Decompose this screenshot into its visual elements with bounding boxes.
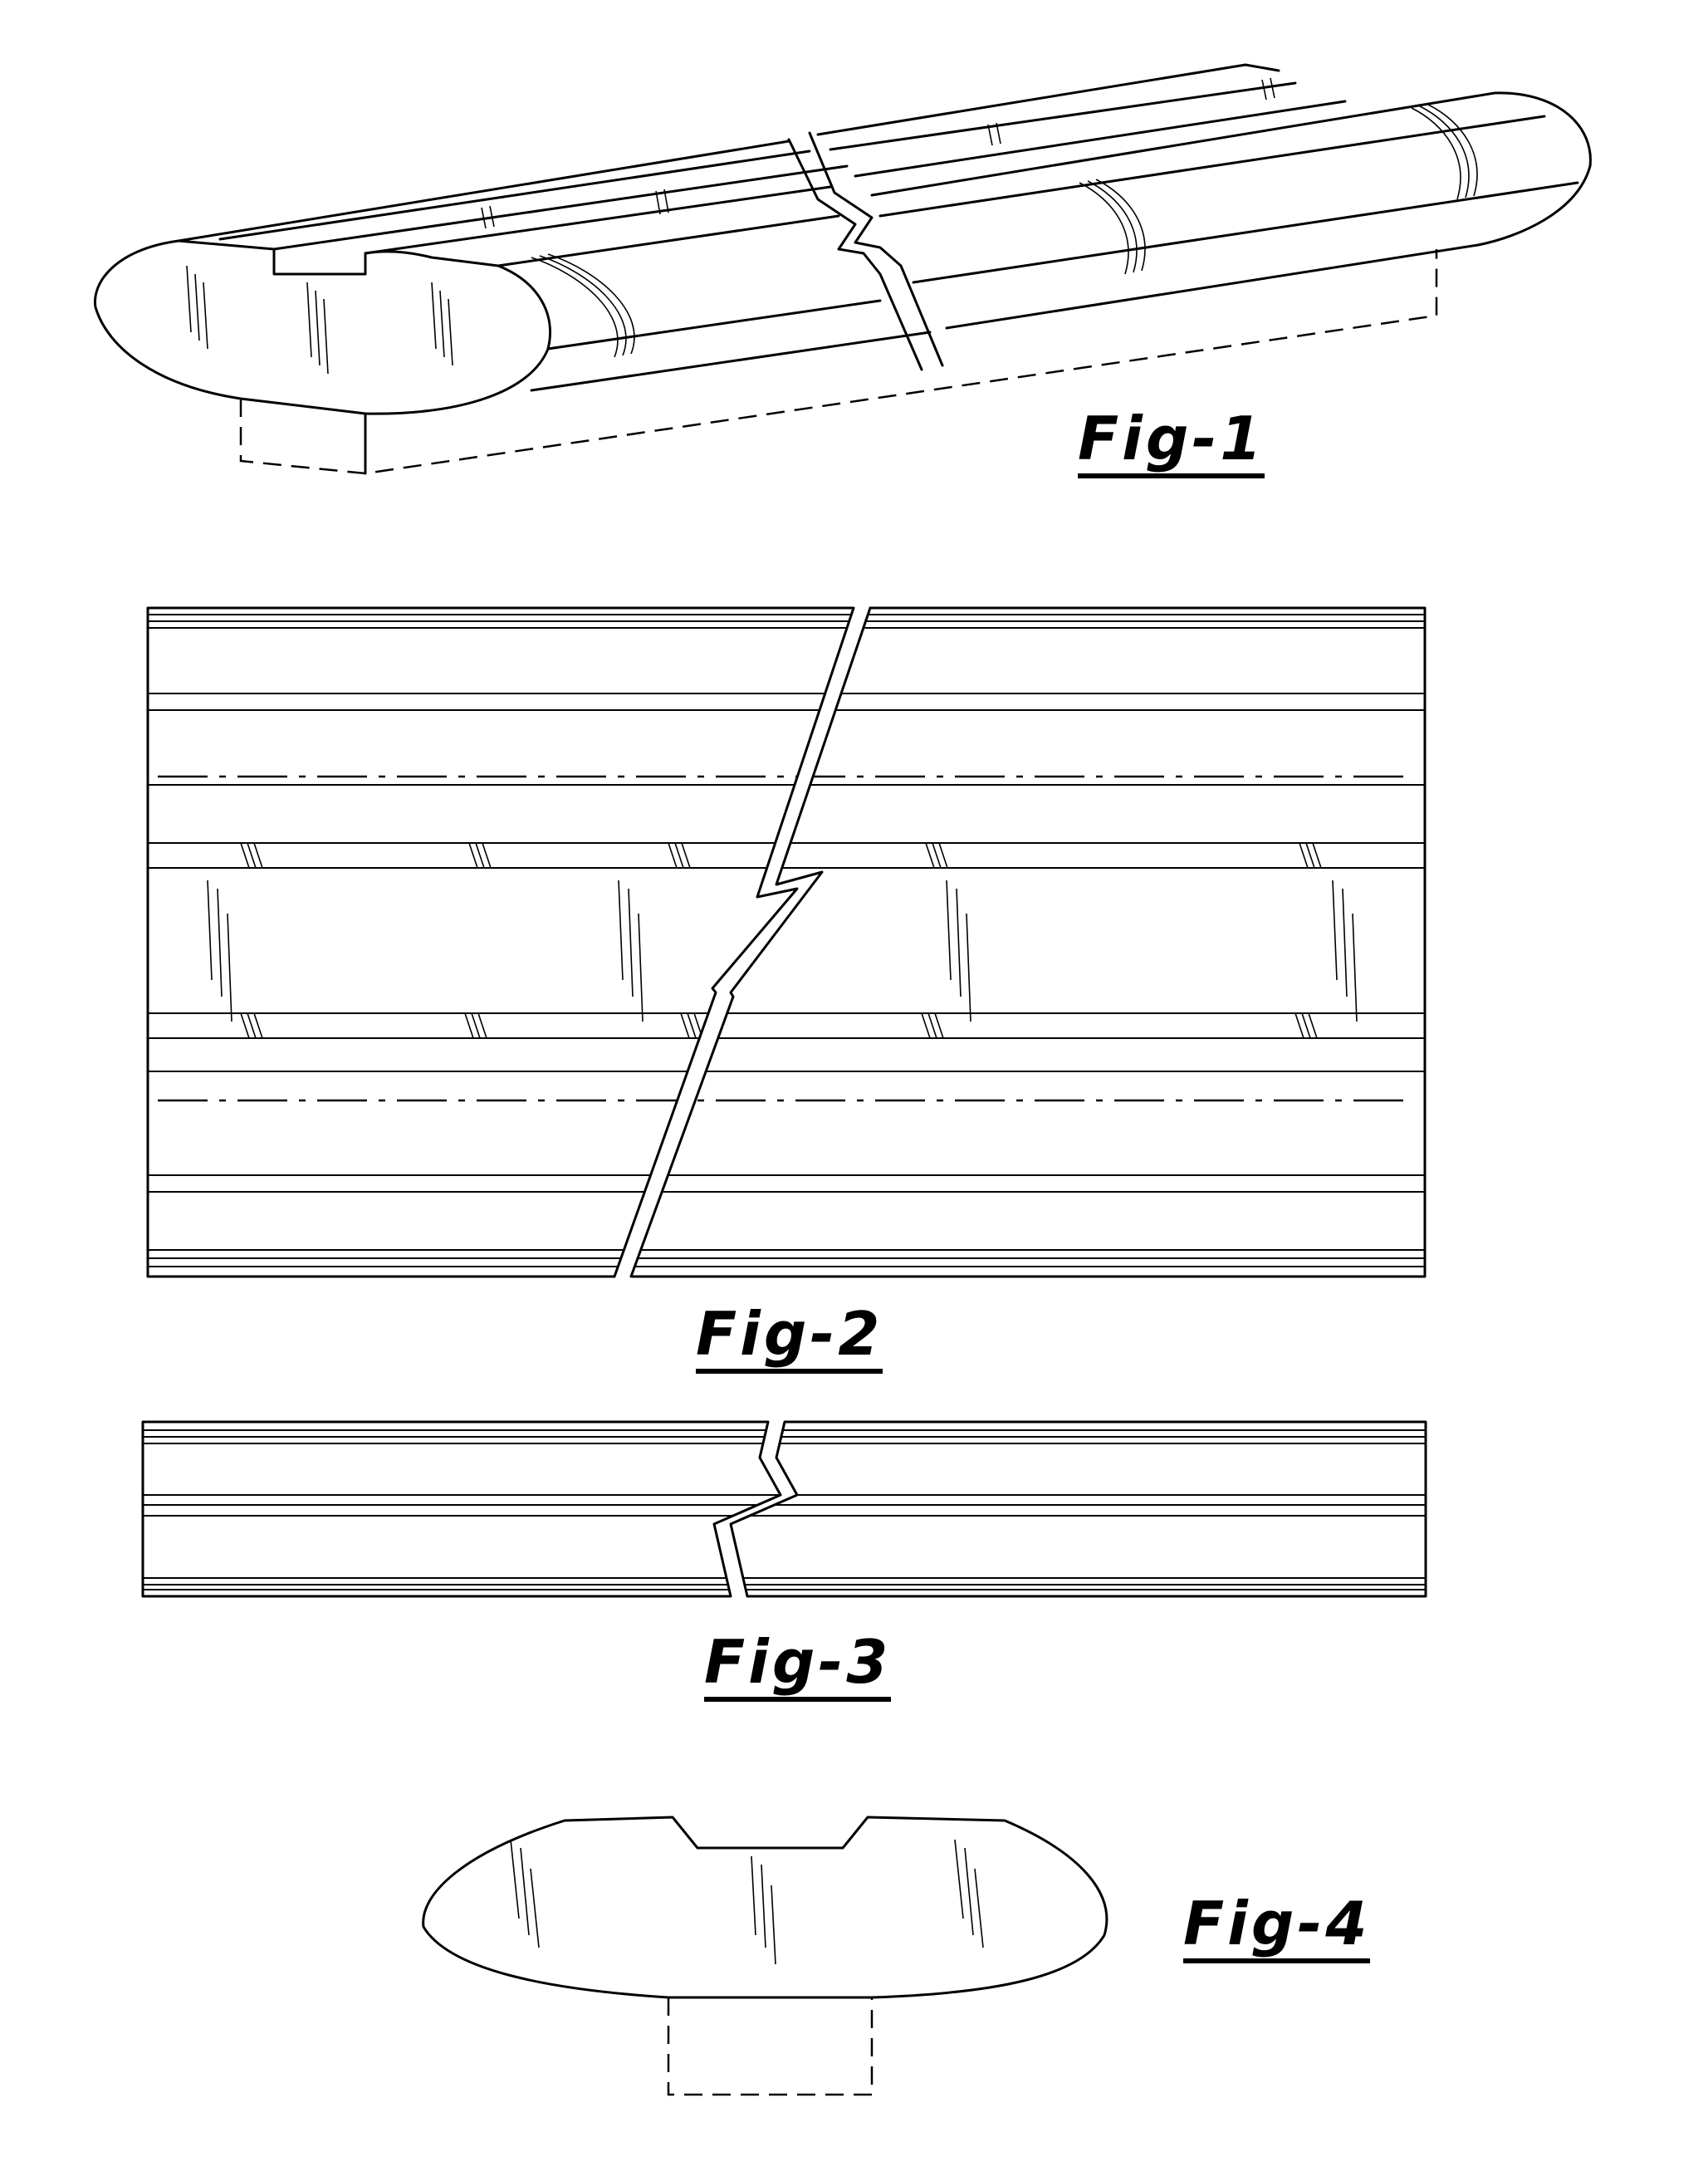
fig3-label: Fig-3: [704, 1632, 891, 1702]
fig1-perspective-drawing: [95, 65, 1590, 473]
fig1-label: Fig-1: [1078, 409, 1265, 478]
fig1-side-edge-right: [913, 183, 1578, 282]
fig4-base-dashed: [668, 1997, 872, 2095]
fig3-side-view-drawing: [143, 1419, 1426, 1600]
fig2-longitudinal-lines: [148, 615, 1425, 1267]
fig3-longitudinal-lines: [143, 1430, 1426, 1590]
fig3-outline: [143, 1422, 1426, 1596]
fig1-top-edge-e: [498, 216, 839, 266]
fig4-end-view-drawing: [423, 1817, 1107, 2095]
fig1-top-edge-b: [220, 151, 810, 239]
fig1-top-edge-a: [179, 141, 789, 241]
fig1-top-edge-right-b: [830, 83, 1295, 149]
fig4-label: Fig-4: [1183, 1894, 1370, 1963]
fig3-break-gap: [714, 1419, 797, 1600]
fig1-top-edge-d: [365, 187, 830, 253]
fig1-left-end-profile: [95, 241, 550, 414]
fig2-break-line-a: [614, 608, 854, 1277]
fig2-break-gap: [614, 605, 870, 1280]
fig2-top-view-drawing: [148, 605, 1425, 1280]
fig1-bottom-edge: [531, 332, 930, 390]
fig4-shading: [511, 1840, 983, 1964]
fig1-side-edge: [548, 301, 880, 349]
fig1-top-edge-right-d: [880, 116, 1544, 216]
fig1-center-groove: [179, 241, 365, 274]
fig1-top-edge-right-a: [818, 65, 1279, 135]
fig1-top-edge-right-c: [855, 101, 1345, 176]
fig2-outline: [148, 608, 1425, 1277]
fig2-shading: [208, 843, 1357, 1038]
fig2-label: Fig-2: [696, 1304, 883, 1374]
